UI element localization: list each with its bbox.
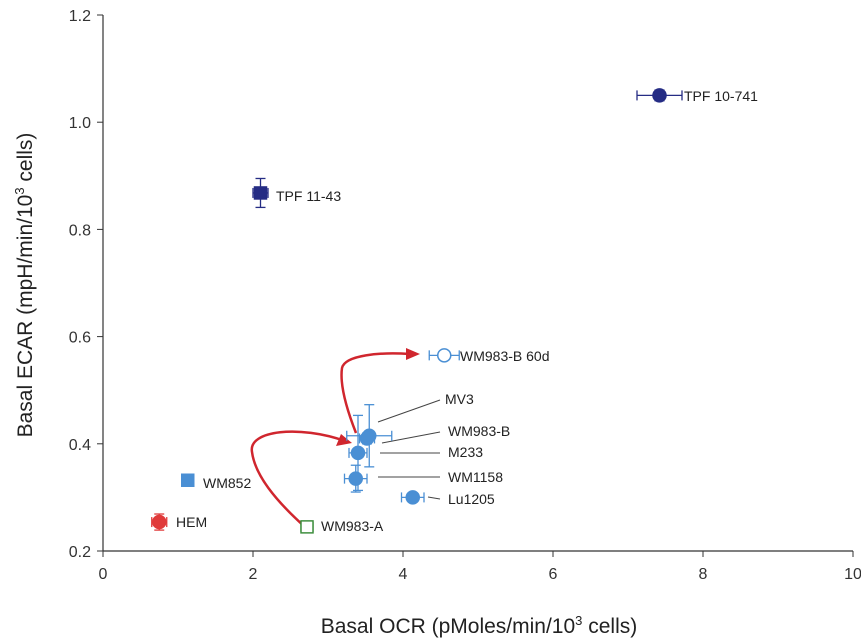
marker-circle [359, 431, 375, 446]
arrow-wm983a-to-wm983b [250, 430, 346, 528]
data-point-wm1158 [343, 464, 368, 493]
label-leader-lines [377, 399, 441, 500]
data-point-wm983-b [358, 431, 376, 446]
data-point-hem [151, 513, 168, 531]
y-axis-title: Basal ECAR (mpH/min/103 cells) [12, 133, 37, 438]
y-tick-label: 0.2 [69, 544, 91, 561]
x-axis-title: Basal OCR (pMoles/min/103 cells) [321, 613, 638, 638]
arrow-head-1 [336, 434, 352, 446]
axes: 0 2 4 6 8 10 0.2 0.4 0.6 0.8 1.0 1.2 [69, 8, 861, 583]
x-tick-label: 10 [844, 566, 861, 583]
leader-mv3 [377, 399, 441, 423]
marker-circle [350, 445, 366, 461]
marker-circle [652, 88, 667, 103]
marker-square [181, 473, 195, 487]
x-tick-label: 2 [249, 566, 258, 583]
marker-circle [152, 514, 167, 530]
data-point-tpf-10-741 [636, 88, 683, 103]
point-label-m233: M233 [448, 444, 483, 460]
point-label-hem: HEM [176, 514, 207, 530]
y-tick-label: 1.0 [69, 115, 91, 132]
marker-square [300, 520, 314, 534]
data-point-m233 [348, 414, 368, 492]
transition-arrows [250, 348, 420, 528]
marker-circle [348, 471, 363, 486]
x-tick-label: 8 [699, 566, 708, 583]
x-tick-label: 0 [99, 566, 108, 583]
y-tick-label: 0.4 [69, 437, 91, 454]
data-points [151, 88, 683, 534]
x-tick-label: 4 [399, 566, 408, 583]
marker-square [253, 186, 268, 200]
leader-lu1205 [427, 496, 441, 500]
point-labels: TPF 10-741 TPF 11-43 WM983-B 60d MV3 WM983-B… [176, 88, 758, 534]
data-point-wm983-a [300, 520, 314, 534]
arrow-wm983b-to-60d [340, 352, 411, 434]
x-tick-label: 6 [549, 566, 558, 583]
point-label-wm983-b: WM983-B [448, 423, 510, 439]
data-point-wm852 [181, 473, 195, 487]
point-label-tpf-11-43: TPF 11-43 [276, 188, 341, 204]
point-label-tpf-10-741: TPF 10-741 [684, 88, 758, 104]
data-point-tpf-11-43 [252, 177, 269, 209]
data-point-lu1205 [400, 490, 425, 505]
y-tick-label: 0.6 [69, 330, 91, 347]
y-tick-label: 1.2 [69, 8, 91, 25]
point-label-wm983-b-60d: WM983-B 60d [460, 348, 549, 364]
y-tick-label: 0.8 [69, 222, 91, 239]
data-point-wm983-b-60d [428, 348, 460, 363]
point-label-wm852: WM852 [203, 475, 251, 491]
leader-wm983b [381, 431, 441, 444]
point-label-wm1158: WM1158 [448, 469, 503, 485]
marker-circle [405, 490, 420, 505]
marker-circle [437, 348, 452, 363]
point-label-lu1205: Lu1205 [448, 491, 495, 507]
arrow-head-2 [406, 348, 420, 360]
point-label-mv3: MV3 [445, 391, 474, 407]
point-label-wm983-a: WM983-A [321, 518, 384, 534]
